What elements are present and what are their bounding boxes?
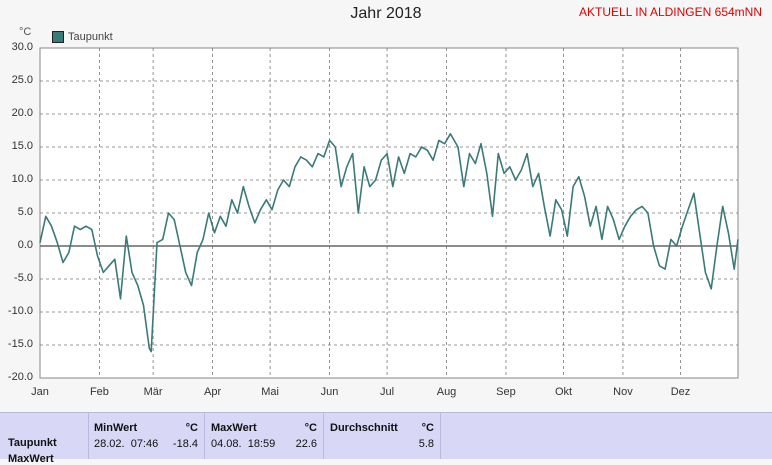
y-tick-label: -5.0 bbox=[14, 272, 33, 284]
stats-row-label-2: MaxWert bbox=[8, 453, 54, 465]
y-tick-label: 15.0 bbox=[11, 140, 33, 152]
stats-max-cell: MaxWert °C 04.08. 18:59 22.6 bbox=[205, 413, 324, 459]
max-datetime: 04.08. 18:59 bbox=[211, 438, 276, 450]
stats-row-label: Taupunkt bbox=[8, 437, 57, 449]
stats-row-header: Taupunkt MaxWert bbox=[0, 413, 89, 465]
x-tick-label: Aug bbox=[436, 386, 457, 398]
y-tick-label: 25.0 bbox=[11, 74, 33, 86]
x-tick-label: Jul bbox=[380, 386, 395, 398]
y-tick-label: 20.0 bbox=[11, 107, 33, 119]
min-label: MinWert bbox=[94, 422, 138, 434]
avg-value: 5.8 bbox=[418, 438, 434, 450]
x-tick-label: Okt bbox=[554, 386, 573, 398]
y-unit-label: °C bbox=[19, 26, 32, 38]
chart-area bbox=[39, 47, 739, 379]
legend-swatch bbox=[52, 31, 64, 43]
min-unit: °C bbox=[185, 422, 198, 434]
max-label: MaxWert bbox=[211, 422, 257, 434]
x-tick-label: Jan bbox=[31, 386, 49, 398]
x-tick-label: Jun bbox=[320, 386, 339, 398]
y-tick-label: -20.0 bbox=[7, 371, 33, 383]
stats-panel: Taupunkt MaxWert MinWert °C 28.02. 07:46… bbox=[0, 412, 772, 465]
avg-label: Durchschnitt bbox=[330, 422, 398, 434]
y-tick-label: -15.0 bbox=[7, 338, 33, 350]
legend: Taupunkt bbox=[52, 31, 113, 43]
y-tick-label: 0.0 bbox=[17, 239, 33, 251]
x-tick-label: Apr bbox=[204, 386, 222, 398]
max-unit: °C bbox=[304, 422, 317, 434]
y-tick-label: 5.0 bbox=[17, 206, 33, 218]
series-line-taupunkt bbox=[39, 133, 739, 353]
x-tick-label: Sep bbox=[496, 386, 516, 398]
chart-title: Jahr 2018 bbox=[350, 5, 422, 22]
y-tick-label: -10.0 bbox=[7, 305, 33, 317]
series-layer bbox=[39, 133, 739, 353]
stats-avg-cell: Durchschnitt °C 5.8 bbox=[324, 413, 441, 459]
y-tick-label: 30.0 bbox=[11, 41, 33, 53]
stats-min-cell: MinWert °C 28.02. 07:46 -18.4 bbox=[88, 413, 205, 459]
min-datetime: 28.02. 07:46 bbox=[94, 438, 159, 450]
x-tick-label: Dez bbox=[670, 386, 691, 398]
y-tick-label: 10.0 bbox=[11, 173, 33, 185]
min-value: -18.4 bbox=[172, 438, 198, 450]
x-tick-label: Mai bbox=[261, 386, 279, 398]
avg-unit: °C bbox=[421, 422, 434, 434]
x-tick-label: Feb bbox=[89, 386, 109, 398]
max-value: 22.6 bbox=[295, 438, 317, 450]
x-tick-label: Nov bbox=[613, 386, 633, 398]
legend-label: Taupunkt bbox=[68, 31, 113, 43]
grid bbox=[40, 48, 738, 378]
x-tick-label: Mär bbox=[143, 386, 163, 398]
status-text: AKTUELL IN ALDINGEN 654mNN bbox=[579, 5, 762, 19]
